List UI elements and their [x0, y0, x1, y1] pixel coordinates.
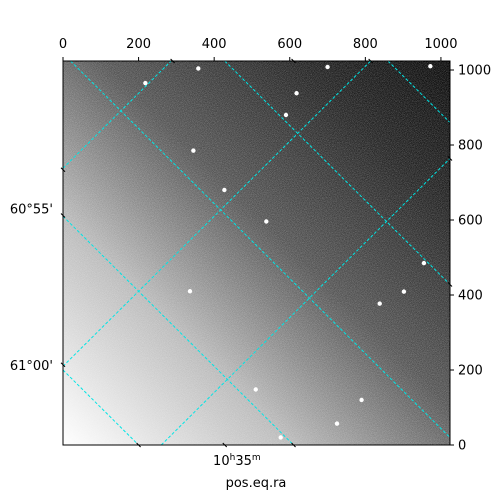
grid-edge-tick-8: [222, 442, 228, 448]
grid-line-5: [160, 158, 450, 445]
stars: [143, 64, 433, 440]
star-2: [187, 289, 193, 294]
star-15: [325, 64, 330, 70]
grid-edge-tick-7: [291, 442, 296, 448]
svg-text:10h35m: 10h35m: [213, 453, 261, 469]
top-tick-label-3: 600: [277, 37, 302, 52]
star-5: [334, 421, 340, 426]
grid-line-3: [63, 61, 172, 169]
right-tick-label-5: 1000: [458, 64, 491, 79]
grid-edge-tick-2: [60, 213, 66, 218]
star-10: [196, 66, 201, 71]
right-tick-label-0: 0: [458, 439, 466, 454]
star-3: [377, 301, 382, 306]
top-tick-label-5: 1000: [424, 37, 457, 52]
dec-tick-label-0: 60°55': [10, 202, 53, 217]
right-tick-label-2: 400: [458, 289, 483, 304]
ra-tick-label: 10h35m: [213, 453, 261, 469]
star-6: [278, 435, 283, 440]
top-tick-label-1: 200: [126, 37, 151, 52]
star-9: [294, 91, 299, 96]
top-tick-label-4: 800: [353, 37, 378, 52]
sky-noise: [63, 61, 450, 445]
grid-line-1: [63, 215, 294, 445]
coordinate-grid: [63, 61, 450, 445]
grid-line-4: [63, 61, 371, 367]
star-16: [359, 397, 364, 403]
star-1: [264, 219, 269, 224]
top-tick-label-2: 400: [202, 37, 227, 52]
grid-edge-tick-0: [60, 167, 66, 173]
top-tick-label-0: 0: [59, 37, 67, 52]
grid-edge-tick-9: [447, 156, 453, 161]
star-13: [191, 148, 196, 153]
axis-ticks: 0 200 400 600 800 1000 0 200 400 600 800 1000 60°55'…: [10, 37, 491, 454]
grid-edge-tick-10: [447, 282, 453, 287]
grid-edge-tick-1: [60, 362, 66, 368]
star-14: [283, 112, 289, 118]
grid-edge-tick-5: [368, 58, 373, 64]
plot-frame: [62, 60, 451, 446]
image-area: [63, 61, 450, 445]
right-tick-label-4: 800: [458, 139, 483, 154]
right-tick-label-1: 200: [458, 364, 483, 379]
star-0: [222, 187, 227, 193]
grid-line-6: [224, 61, 450, 285]
grid-edge-tick-4: [291, 58, 296, 64]
grid-edge-tick-6: [136, 442, 141, 448]
star-4: [401, 289, 407, 294]
star-8: [421, 260, 427, 266]
grid-edge-tick-3: [170, 58, 175, 64]
grid-line-2: [63, 369, 139, 445]
x-axis-label: pos.eq.ra: [226, 476, 287, 491]
star-7: [253, 387, 258, 392]
grid-line-0: [70, 61, 450, 438]
grid-line-7: [387, 61, 450, 123]
star-11: [428, 64, 433, 69]
right-tick-label-3: 600: [458, 214, 483, 229]
dec-tick-label-1: 61°00': [10, 359, 53, 374]
star-12: [143, 80, 148, 86]
